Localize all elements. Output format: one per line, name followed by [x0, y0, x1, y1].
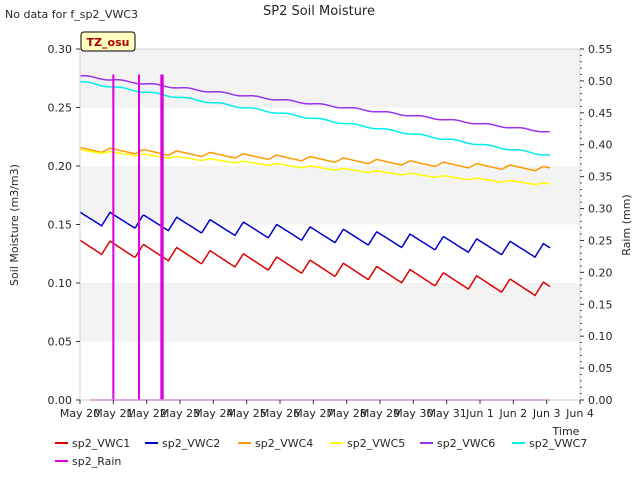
series-line-sp2_VWC2: [79, 211, 551, 259]
x-tick-label: May 21: [93, 407, 133, 420]
x-tick-label: Jun 4: [565, 407, 594, 420]
y2-tick-label: 0.05: [588, 362, 613, 375]
grid-band: [80, 283, 580, 342]
y2-axis: 0.00 0.05 0.10 0.15 0.20 0.25 0.30 0.35 0.40 0.45…: [580, 43, 613, 407]
series-line-sp2_VWC5: [79, 148, 551, 186]
x-tick-label: May 24: [193, 407, 233, 420]
y-tick-label: 0.20: [48, 160, 73, 173]
y2-tick-label: 0.10: [588, 330, 613, 343]
y2-tick-label: 0.55: [588, 43, 613, 56]
y-tick-label: 0.30: [48, 43, 73, 56]
y2-tick-label: 0.15: [588, 298, 613, 311]
y-tick-label: 0.00: [48, 394, 73, 407]
x-tick-label: Jun 1: [465, 407, 494, 420]
x-tick-label: May 28: [327, 407, 367, 420]
x-tick-label: May 27: [293, 407, 333, 420]
grid-band: [80, 49, 580, 108]
legend-label-sp2_Rain: sp2_Rain: [72, 455, 121, 468]
x-tick-label: May 31: [427, 407, 467, 420]
chart-title: SP2 Soil Moisture: [263, 4, 375, 19]
y-tick-label: 0.05: [48, 336, 73, 349]
y2-tick-label: 0.00: [588, 394, 613, 407]
y2-tick-label: 0.20: [588, 266, 613, 279]
series-line-sp2_VWC1: [79, 239, 551, 297]
y-tick-label: 0.15: [48, 219, 73, 232]
site-badge-box: [80, 31, 136, 52]
legend-label-sp2_VWC6: sp2_VWC6: [437, 437, 495, 450]
y-axis-label: Soil Moisture (m3/m3): [8, 164, 21, 286]
legend-label-sp2_VWC2: sp2_VWC2: [162, 437, 220, 450]
y2-tick-label: 0.25: [588, 234, 613, 247]
y-axis: 0.00 0.05 0.10 0.15 0.20 0.25 0.30: [48, 43, 80, 407]
x-tick-label: Jun 3: [532, 407, 561, 420]
series-layer: [79, 75, 551, 297]
y2-axis-label: Raim (mm): [620, 194, 633, 255]
site-badge: TZ_osu: [80, 31, 136, 52]
x-tick-label: May 20: [60, 407, 100, 420]
x-tick-label: May 23: [160, 407, 200, 420]
series-line-sp2_VWC4: [79, 146, 551, 172]
series-line-sp2_VWC7: [80, 81, 550, 156]
x-tick-label: May 30: [393, 407, 433, 420]
legend-label-sp2_VWC5: sp2_VWC5: [347, 437, 405, 450]
x-tick-label: May 25: [227, 407, 267, 420]
y-tick-label: 0.10: [48, 277, 73, 290]
y2-tick-label: 0.50: [588, 75, 613, 88]
series-line-sp2_VWC6: [80, 75, 550, 133]
y2-tick-label: 0.30: [588, 203, 613, 216]
x-tick-label: Jun 2: [498, 407, 527, 420]
y-tick-label: 0.25: [48, 102, 73, 115]
legend-label-sp2_VWC1: sp2_VWC1: [72, 437, 130, 450]
legend: sp2_VWC1 sp2_VWC2 sp2_VWC4 sp2_VWC5 sp2_VWC6…: [55, 437, 587, 468]
legend-label-sp2_VWC7: sp2_VWC7: [529, 437, 587, 450]
y2-tick-label: 0.40: [588, 139, 613, 152]
y2-tick-label: 0.35: [588, 171, 613, 184]
y2-tick-label: 0.45: [588, 107, 613, 120]
x-tick-label: May 26: [260, 407, 300, 420]
grid-band: [80, 166, 580, 225]
legend-label-sp2_VWC4: sp2_VWC4: [255, 437, 313, 450]
x-tick-label: May 22: [127, 407, 167, 420]
x-tick-label: May 29: [360, 407, 400, 420]
x-axis-label: Time: [552, 425, 580, 438]
no-data-note: No data for f_sp2_VWC3: [5, 8, 138, 21]
site-badge-text: TZ_osu: [87, 36, 130, 49]
